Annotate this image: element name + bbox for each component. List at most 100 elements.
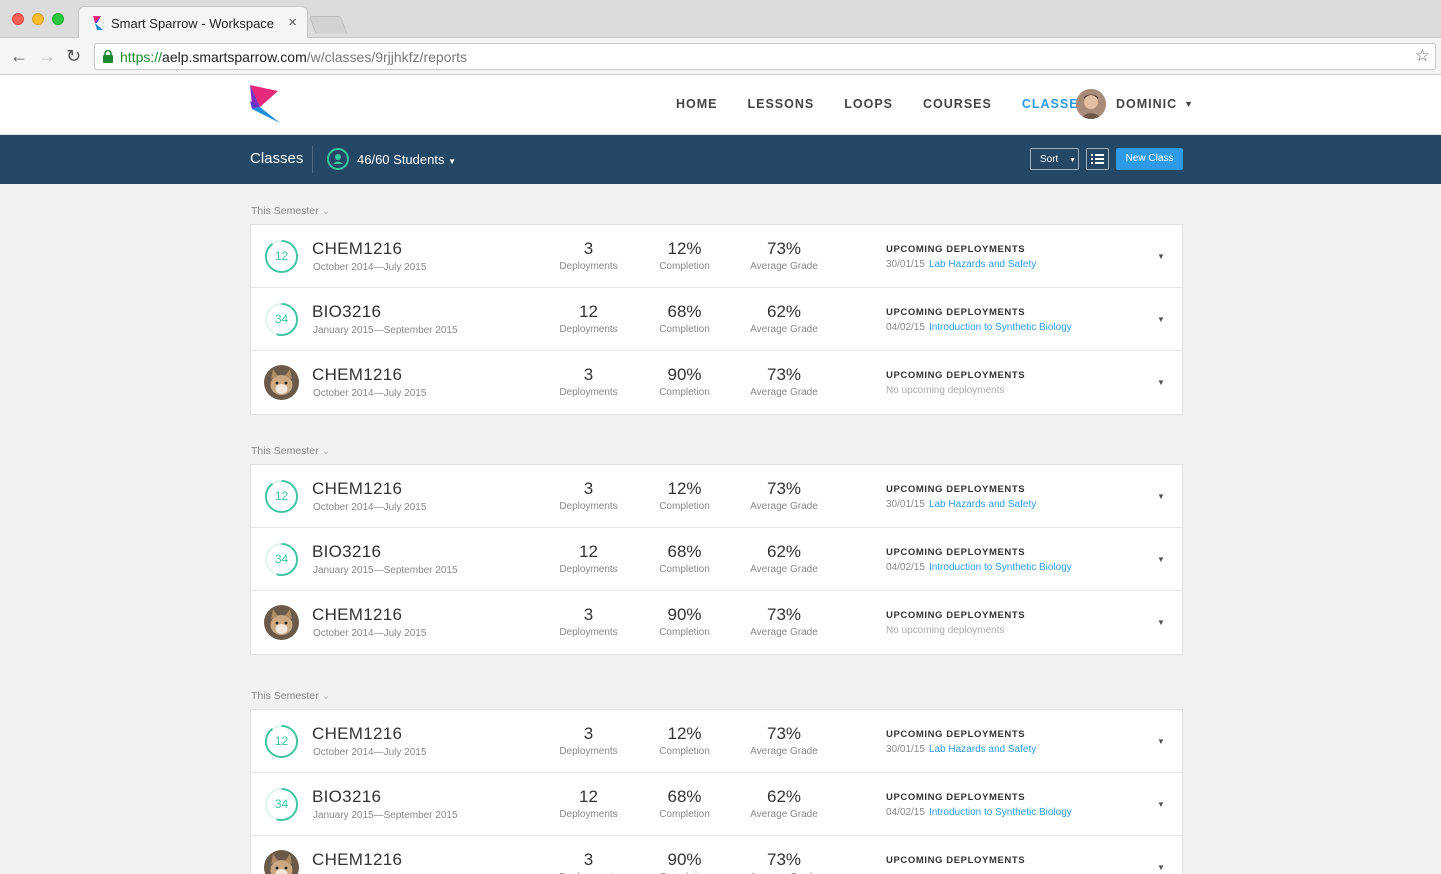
upcoming-title: UPCOMING DEPLOYMENTS bbox=[886, 610, 1026, 621]
upcoming-deployment: 30/01/15 Lab Hazards and Safety bbox=[886, 499, 1036, 510]
deployment-date: 30/01/15 bbox=[886, 499, 925, 510]
expand-caret-icon[interactable]: ▼ bbox=[1157, 492, 1165, 501]
class-badge-number: 12 bbox=[274, 249, 289, 263]
expand-caret-icon[interactable]: ▼ bbox=[1157, 863, 1165, 872]
class-row[interactable]: 12 CHEM1216 October 2014—July 2015 3 Depl… bbox=[251, 710, 1182, 773]
expand-caret-icon[interactable]: ▼ bbox=[1157, 252, 1165, 261]
class-row[interactable]: CHEM1216 3 Deployments 90% Completion 73% A… bbox=[251, 836, 1182, 874]
deployment-link[interactable]: Lab Hazards and Safety bbox=[928, 744, 1037, 755]
tab-title: Smart Sparrow - Workspace bbox=[111, 16, 275, 31]
smart-sparrow-logo-icon[interactable] bbox=[250, 85, 280, 123]
deployment-link[interactable]: Introduction to Synthetic Biology bbox=[928, 562, 1072, 573]
sort-label: Sort bbox=[1040, 154, 1059, 165]
course-code[interactable]: CHEM1216 bbox=[312, 605, 403, 624]
completion-stat: 68% Completion bbox=[647, 542, 722, 575]
course-dates: October 2014—July 2015 bbox=[313, 388, 427, 399]
grade-stat: 62% Average Grade bbox=[743, 302, 825, 335]
back-icon[interactable]: ← bbox=[10, 46, 28, 66]
close-window-button[interactable] bbox=[12, 13, 24, 25]
expand-caret-icon[interactable]: ▼ bbox=[1157, 737, 1165, 746]
progress-ring bbox=[264, 542, 299, 577]
forward-icon[interactable]: → bbox=[38, 46, 56, 66]
deployments-stat: 12 Deployments bbox=[551, 302, 626, 335]
class-group-card: 12 CHEM1216 October 2014—July 2015 3 Depl… bbox=[250, 709, 1183, 874]
progress-ring bbox=[264, 724, 299, 759]
deployment-link[interactable]: Introduction to Synthetic Biology bbox=[928, 322, 1072, 333]
class-row[interactable]: 12 CHEM1216 October 2014—July 2015 3 Depl… bbox=[251, 225, 1182, 288]
deployments-value: 12 bbox=[579, 302, 598, 321]
no-deployments-text: No upcoming deployments bbox=[886, 625, 1005, 636]
nav-item-home[interactable]: HOME bbox=[676, 97, 718, 111]
grade-stat: 73% Average Grade bbox=[743, 724, 825, 757]
list-view-button[interactable] bbox=[1086, 148, 1109, 170]
app-header: HOME LESSONS LOOPS COURSES CLASSES DOMINIC ▼ bbox=[0, 75, 1441, 135]
deployment-link[interactable]: Introduction to Synthetic Biology bbox=[928, 807, 1072, 818]
completion-label: Completion bbox=[659, 809, 710, 820]
maximize-window-button[interactable] bbox=[52, 13, 64, 25]
students-icon[interactable] bbox=[327, 148, 349, 170]
class-row[interactable]: 34 BIO3216 January 2015—September 2015 1… bbox=[251, 773, 1182, 836]
completion-value: 90% bbox=[667, 365, 702, 384]
deployments-stat: 3 Deployments bbox=[551, 850, 626, 874]
deployments-stat: 3 Deployments bbox=[551, 365, 626, 398]
course-code[interactable]: CHEM1216 bbox=[312, 239, 403, 258]
caret-down-icon: ▼ bbox=[448, 157, 457, 166]
browser-tab[interactable]: Smart Sparrow - Workspace × bbox=[78, 6, 308, 39]
upcoming-title: UPCOMING DEPLOYMENTS bbox=[886, 484, 1026, 495]
completion-label: Completion bbox=[659, 324, 710, 335]
deployments-label: Deployments bbox=[559, 261, 618, 272]
course-code[interactable]: CHEM1216 bbox=[312, 850, 403, 869]
tab-close-icon[interactable]: × bbox=[288, 14, 297, 31]
nav-item-lessons[interactable]: LESSONS bbox=[747, 97, 815, 111]
expand-caret-icon[interactable]: ▼ bbox=[1157, 555, 1165, 564]
semester-filter[interactable]: This Semester ⌄ bbox=[251, 205, 330, 217]
bookmark-star-icon[interactable]: ☆ bbox=[1414, 46, 1430, 65]
user-menu[interactable]: DOMINIC ▼ bbox=[1076, 89, 1193, 119]
expand-caret-icon[interactable]: ▼ bbox=[1157, 800, 1165, 809]
nav-item-loops[interactable]: LOOPS bbox=[844, 97, 894, 111]
deployments-stat: 3 Deployments bbox=[551, 239, 626, 272]
expand-caret-icon[interactable]: ▼ bbox=[1157, 378, 1165, 387]
completion-value: 12% bbox=[667, 724, 702, 743]
minimize-window-button[interactable] bbox=[32, 13, 44, 25]
nav-item-classes[interactable]: CLASSES bbox=[1021, 97, 1088, 111]
grade-label: Average Grade bbox=[750, 387, 818, 398]
new-class-button[interactable]: New Class bbox=[1116, 148, 1183, 170]
deployments-label: Deployments bbox=[559, 809, 618, 820]
class-row[interactable]: CHEM1216 October 2014—July 2015 3 Deploym… bbox=[251, 591, 1182, 654]
address-bar[interactable]: https://aelp.smartsparrow.com/w/classes/… bbox=[94, 43, 1436, 70]
course-code[interactable]: BIO3216 bbox=[312, 302, 382, 321]
nav-item-courses[interactable]: COURSES bbox=[923, 97, 992, 111]
expand-caret-icon[interactable]: ▼ bbox=[1157, 618, 1165, 627]
class-badge-number: 34 bbox=[274, 797, 289, 811]
class-row[interactable]: 34 BIO3216 January 2015—September 2015 1… bbox=[251, 288, 1182, 351]
students-dropdown[interactable]: 46/60 Students ▼ bbox=[357, 152, 456, 167]
class-row[interactable]: 34 BIO3216 January 2015—September 2015 1… bbox=[251, 528, 1182, 591]
completion-label: Completion bbox=[659, 564, 710, 575]
class-row[interactable]: CHEM1216 October 2014—July 2015 3 Deploym… bbox=[251, 351, 1182, 414]
course-code[interactable]: BIO3216 bbox=[312, 787, 382, 806]
grade-value: 62% bbox=[766, 302, 802, 321]
cat-avatar-icon bbox=[264, 365, 299, 400]
upcoming-deployment: 04/02/15 Introduction to Synthetic Biolog… bbox=[886, 562, 1072, 573]
class-avatar bbox=[264, 850, 299, 874]
deployment-date: 30/01/15 bbox=[886, 259, 925, 270]
reload-icon[interactable]: ↻ bbox=[66, 46, 82, 66]
class-group-card: 12 CHEM1216 October 2014—July 2015 3 Depl… bbox=[250, 224, 1183, 415]
expand-caret-icon[interactable]: ▼ bbox=[1157, 315, 1165, 324]
semester-filter[interactable]: This Semester ⌄ bbox=[251, 690, 330, 702]
deployment-link[interactable]: Lab Hazards and Safety bbox=[928, 499, 1037, 510]
course-code[interactable]: CHEM1216 bbox=[312, 479, 403, 498]
course-dates: October 2014—July 2015 bbox=[313, 262, 427, 273]
semester-filter[interactable]: This Semester ⌄ bbox=[251, 445, 330, 457]
deployments-label: Deployments bbox=[559, 746, 618, 757]
new-tab-button[interactable] bbox=[308, 16, 348, 33]
course-code[interactable]: CHEM1216 bbox=[312, 724, 403, 743]
course-code[interactable]: CHEM1216 bbox=[312, 365, 403, 384]
class-row[interactable]: 12 CHEM1216 October 2014—July 2015 3 Depl… bbox=[251, 465, 1182, 528]
sort-dropdown[interactable]: Sort ▼ bbox=[1030, 148, 1079, 170]
deployments-value: 12 bbox=[579, 542, 598, 561]
course-code[interactable]: BIO3216 bbox=[312, 542, 382, 561]
user-name: DOMINIC bbox=[1116, 97, 1178, 111]
deployment-link[interactable]: Lab Hazards and Safety bbox=[928, 259, 1037, 270]
